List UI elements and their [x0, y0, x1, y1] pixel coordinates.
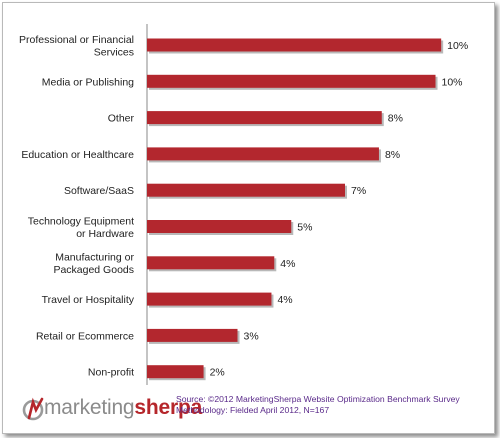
data-label: 8%	[385, 149, 400, 161]
chart-frame	[2, 2, 495, 434]
category-label: Manufacturing or	[55, 252, 134, 264]
bar	[147, 111, 382, 125]
category-label: Software/SaaS	[64, 185, 134, 197]
marketingsherpa-logo: marketingsherpa	[22, 396, 202, 424]
bar	[147, 38, 442, 52]
bar	[147, 256, 275, 270]
logo-mark-icon	[22, 397, 44, 421]
data-label: 4%	[280, 258, 295, 270]
data-label: 5%	[297, 222, 312, 234]
data-label: 3%	[244, 330, 259, 342]
bar	[147, 365, 204, 379]
category-label: Media or Publishing	[42, 76, 134, 88]
category-label: Other	[108, 113, 135, 125]
bar	[147, 183, 345, 197]
data-label: 4%	[277, 294, 292, 306]
category-label: Technology Equipment	[28, 215, 134, 227]
category-label: Professional or Financial	[19, 34, 134, 46]
logo-wordmark: marketingsherpa	[44, 396, 202, 420]
bar	[147, 328, 238, 342]
data-label: 7%	[351, 185, 366, 197]
category-label: Education or Healthcare	[21, 149, 134, 161]
logo-text-marketing: marketing	[44, 396, 135, 419]
bar	[147, 147, 379, 161]
data-label: 8%	[388, 113, 403, 125]
category-label: Retail or Ecommerce	[36, 330, 134, 342]
category-label: Services	[94, 46, 134, 58]
data-label: 10%	[442, 76, 463, 88]
data-label: 2%	[210, 367, 225, 379]
data-label: 10%	[447, 40, 468, 52]
bar	[147, 74, 436, 88]
source-line: Source: ©2012 MarketingSherpa Website Op…	[176, 394, 460, 404]
category-label: or Hardware	[76, 228, 134, 240]
logo-text-sherpa: sherpa	[134, 396, 203, 419]
category-label: Packaged Goods	[53, 264, 134, 276]
category-label: Non-profit	[88, 367, 134, 379]
methodology-line: Methodology: Fielded April 2012, N=167	[176, 404, 330, 415]
bar	[147, 220, 292, 233]
source-note: Source: ©2012 MarketingSherpa Website Op…	[176, 394, 460, 415]
category-label: Travel or Hospitality	[42, 294, 135, 306]
bar	[147, 292, 272, 306]
